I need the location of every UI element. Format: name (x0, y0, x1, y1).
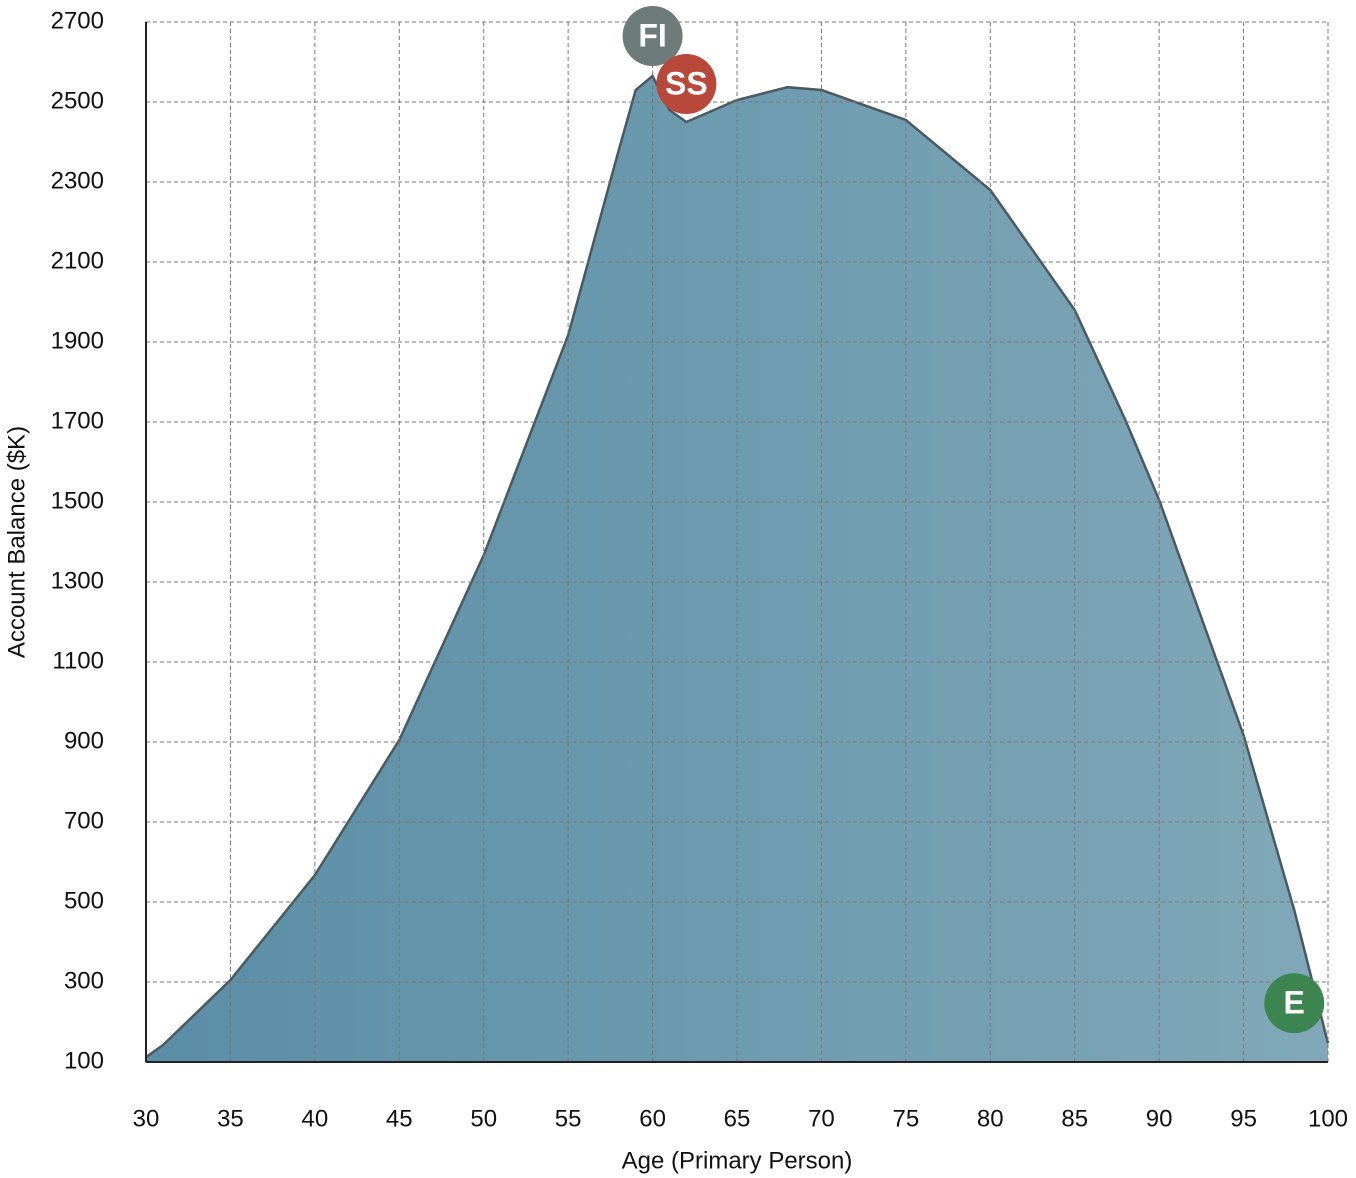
x-tick-label: 75 (893, 1105, 920, 1132)
x-tick-label: 80 (977, 1105, 1004, 1132)
x-tick-label: 90 (1146, 1105, 1173, 1132)
y-tick-label: 2100 (51, 247, 104, 274)
y-tick-label: 1900 (51, 327, 104, 354)
event-marker (1264, 973, 1325, 1034)
y-axis-label: Account Balance ($K) (3, 426, 30, 658)
x-tick-label: 45 (386, 1105, 413, 1132)
x-axis-label: Age (Primary Person) (622, 1147, 853, 1174)
x-tick-label: 35 (217, 1105, 244, 1132)
y-tick-label: 500 (64, 887, 104, 914)
x-tick-label: 70 (808, 1105, 835, 1132)
x-tick-label: 60 (639, 1105, 666, 1132)
y-tick-label: 100 (64, 1047, 104, 1074)
y-tick-label: 2700 (51, 7, 104, 34)
y-tick-label: 1100 (52, 647, 104, 674)
x-tick-label: 55 (555, 1105, 582, 1132)
area-line (145, 74, 1330, 1059)
x-tick-label: 40 (302, 1105, 329, 1132)
x-tick-label: 100 (1308, 1105, 1348, 1132)
event-marker-label: E (1284, 985, 1305, 1021)
x-tick-label: 30 (133, 1105, 160, 1132)
x-tick-label: 95 (1230, 1105, 1257, 1132)
event-marker-label: FI (638, 17, 666, 53)
x-tick-label: 65 (724, 1105, 751, 1132)
y-tick-label: 1300 (51, 567, 104, 594)
x-tick-label: 50 (470, 1105, 497, 1132)
event-marker-label: SS (665, 65, 708, 101)
x-tick-label: 85 (1061, 1105, 1088, 1132)
y-tick-label: 2500 (51, 87, 104, 114)
y-tick-label: 300 (64, 967, 104, 994)
y-tick-label: 1500 (51, 487, 104, 514)
y-tick-label: 700 (64, 807, 104, 834)
event-marker (656, 54, 717, 114)
event-marker (622, 6, 683, 66)
y-tick-label: 2300 (51, 167, 104, 194)
y-tick-label: 1700 (51, 407, 104, 434)
y-tick-label: 900 (64, 727, 104, 754)
